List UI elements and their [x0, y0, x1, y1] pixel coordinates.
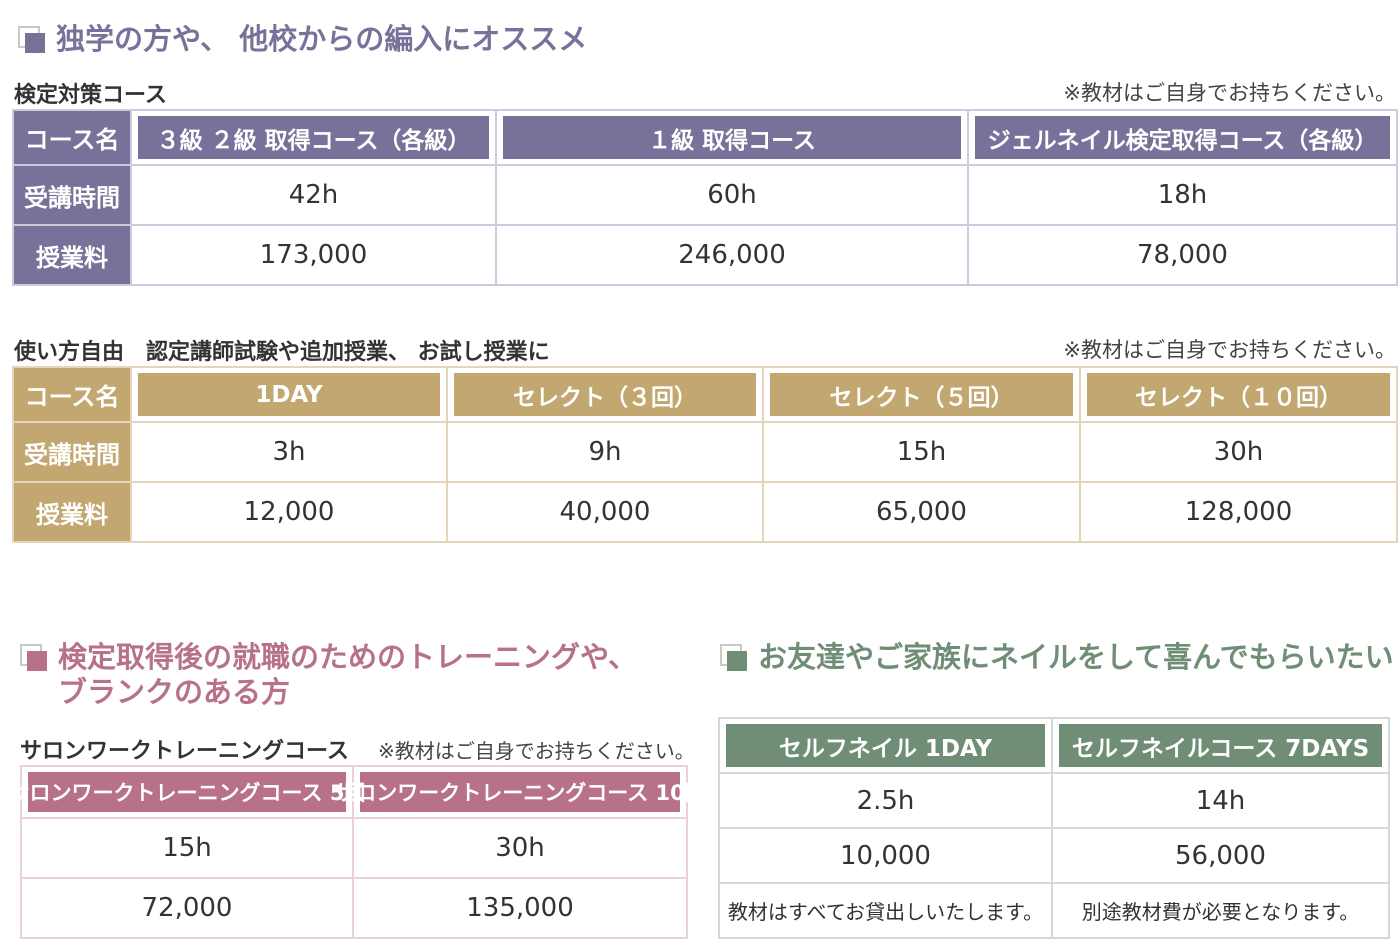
section3-note: ※教材はご自身でお持ちください。 [378, 739, 695, 763]
fee-cell: 12,000 [130, 481, 448, 543]
section1-heading-text: 独学の方や、 他校からの編入にオススメ [56, 22, 588, 56]
table-row: 72,000 135,000 [20, 877, 688, 939]
course-name-cell: ジェルネイル検定取得コース（各級） [975, 116, 1390, 159]
fee-cell: 128,000 [1079, 481, 1398, 543]
table-row: 15h 30h [20, 817, 688, 879]
course-name-cell: セレクト（１０回） [1087, 373, 1390, 416]
section4-heading: お友達やご家族にネイルをして喜んでもらいたい [720, 640, 1394, 675]
self-nail-course-table: セルフネイル 1DAY セルフネイルコース 7DAYS 2.5h 14h 10,… [718, 717, 1390, 939]
remark-cell: 教材はすべてお貸出しいたします。 [718, 882, 1053, 939]
hours-cell: 42h [130, 164, 497, 226]
course-name-cell: １級 取得コース [503, 116, 961, 159]
row-header-hours: 受講時間 [12, 164, 132, 226]
hours-cell: 30h [352, 817, 688, 879]
section3-heading-line2: ブランクのある方 [58, 675, 291, 709]
hours-cell: 3h [130, 421, 448, 483]
square-bullet-icon [20, 644, 48, 672]
table-row: コース名 1DAY セレクト（３回） セレクト（５回） セレクト（１０回） [12, 366, 1398, 423]
fee-cell: 78,000 [967, 224, 1398, 286]
section1-heading: 独学の方や、 他校からの編入にオススメ [18, 22, 587, 57]
certification-course-table: コース名 ３級 ２級 取得コース（各級） １級 取得コース ジェルネイル検定取得… [12, 109, 1398, 286]
section2-title: 使い方自由 認定講師試験や追加授業、 お試し授業に [14, 340, 550, 365]
hours-cell: 15h [762, 421, 1081, 483]
fee-cell: 173,000 [130, 224, 497, 286]
fee-cell: 246,000 [495, 224, 969, 286]
section1-title: 検定対策コース [14, 83, 167, 108]
remark-cell: 別途教材費が必要となります。 [1051, 882, 1390, 939]
section2-note: ※教材はご自身でお持ちください。 [1063, 338, 1396, 362]
fee-cell: 56,000 [1051, 827, 1390, 884]
section3-heading: 検定取得後の就職のためのトレーニングや、 ブランクのある方 [20, 640, 637, 710]
row-header-hours: 受講時間 [12, 421, 132, 483]
section4-heading-text: お友達やご家族にネイルをして喜んでもらいたい [758, 640, 1394, 674]
fee-cell: 40,000 [446, 481, 764, 543]
course-name-cell: セルフネイルコース 7DAYS [1059, 724, 1382, 767]
row-header-course-name: コース名 [12, 366, 132, 423]
hours-cell: 9h [446, 421, 764, 483]
hours-cell: 18h [967, 164, 1398, 226]
course-name-cell: ３級 ２級 取得コース（各級） [138, 116, 489, 159]
row-header-fee: 授業料 [12, 481, 132, 543]
salon-work-training-table: サロンワークトレーニングコース 5回 サロンワークトレーニングコース 10回 1… [9, 765, 706, 939]
course-name-cell: セレクト（５回） [770, 373, 1073, 416]
row-header-course-name: コース名 [12, 109, 132, 166]
course-name-cell: サロンワークトレーニングコース 10回 [334, 772, 706, 812]
course-name-cell: セルフネイル 1DAY [726, 724, 1045, 767]
table-row: 授業料 173,000 246,000 78,000 [12, 224, 1398, 286]
section3-title: サロンワークトレーニングコース [20, 739, 349, 764]
fee-cell: 10,000 [718, 827, 1053, 884]
table-row: コース名 ３級 ２級 取得コース（各級） １級 取得コース ジェルネイル検定取得… [12, 109, 1398, 166]
square-bullet-icon [720, 644, 748, 672]
hours-cell: 60h [495, 164, 969, 226]
section1-note: ※教材はご自身でお持ちください。 [1063, 81, 1396, 105]
hours-cell: 14h [1051, 772, 1390, 829]
table-row: 受講時間 3h 9h 15h 30h [12, 421, 1398, 483]
table-row: 2.5h 14h [718, 772, 1390, 829]
fee-cell: 65,000 [762, 481, 1081, 543]
fee-cell: 72,000 [20, 877, 354, 939]
course-name-cell: セレクト（３回） [454, 373, 756, 416]
table-row: 10,000 56,000 [718, 827, 1390, 884]
course-name-cell: 1DAY [138, 373, 440, 416]
section3-heading-line1: 検定取得後の就職のためのトレーニングや、 [58, 640, 638, 674]
table-row: セルフネイル 1DAY セルフネイルコース 7DAYS [718, 717, 1390, 774]
table-row: 教材はすべてお貸出しいたします。 別途教材費が必要となります。 [718, 882, 1390, 939]
hours-cell: 2.5h [718, 772, 1053, 829]
table-row: サロンワークトレーニングコース 5回 サロンワークトレーニングコース 10回 [9, 765, 706, 819]
square-bullet-icon [18, 26, 46, 54]
table-row: 授業料 12,000 40,000 65,000 128,000 [12, 481, 1398, 543]
hours-cell: 15h [20, 817, 354, 879]
fee-cell: 135,000 [352, 877, 688, 939]
row-header-fee: 授業料 [12, 224, 132, 286]
hours-cell: 30h [1079, 421, 1398, 483]
course-name-cell: サロンワークトレーニングコース 5回 [9, 772, 365, 812]
free-use-course-table: コース名 1DAY セレクト（３回） セレクト（５回） セレクト（１０回） 受講… [12, 366, 1398, 543]
table-row: 受講時間 42h 60h 18h [12, 164, 1398, 226]
